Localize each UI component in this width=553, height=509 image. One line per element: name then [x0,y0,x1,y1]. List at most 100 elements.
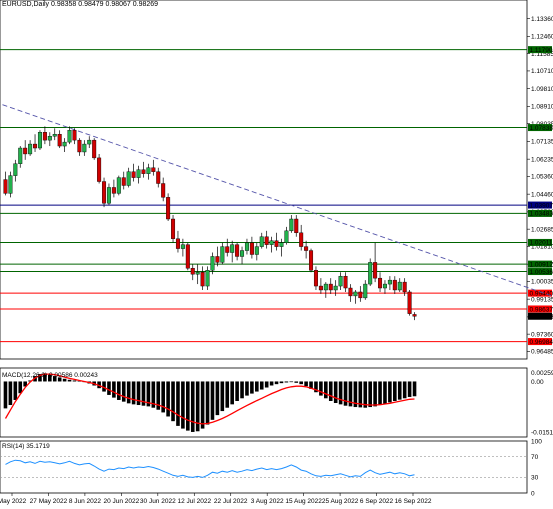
time-tick-label: 6 Sep 2022 [360,498,394,505]
candle-body [359,292,363,298]
candle-body [132,172,136,178]
candle-body [23,148,27,154]
candle-body [137,170,141,178]
macd-histogram-bar [334,381,338,403]
macd-histogram-bar [73,380,77,381]
level-price-label: 1.11790 [530,47,553,54]
price-tick-label: 1.10710 [531,68,553,75]
rsi-line [6,460,415,477]
level-price-label: 0.99440 [530,290,553,297]
macd-histogram-bar [191,381,195,431]
macd-histogram-bar [294,381,298,382]
macd-tick-label: -0.015144 [531,430,553,437]
price-tick-label: 1.12460 [531,34,553,41]
macd-histogram-bar [324,381,328,398]
level-price-label: 1.07838 [530,125,553,132]
symbol-header: EURUSD,Daily 0.98358 0.98479 0.98067 0.9… [2,1,158,8]
rsi-tick-label: 0 [531,490,535,497]
candle-body [43,132,47,140]
time-tick-label: 20 Jun 2022 [103,498,139,505]
candle-body [38,132,42,148]
time-tick-label: 27 May 2022 [30,498,68,505]
macd-histogram-bar [398,381,402,399]
macd-histogram-bar [14,381,18,400]
macd-histogram-bar [265,381,269,387]
price-tick-label: 1.04460 [531,191,553,198]
macd-histogram-bar [171,381,175,421]
candle-body [53,134,57,136]
candle-body [334,286,338,290]
level-price-label: 0.96984 [530,339,553,346]
candle-body [78,140,82,152]
macd-histogram-bar [181,381,185,428]
macd-histogram-bar [221,381,225,411]
price-tick-label: 1.13360 [531,16,553,23]
time-tick-label: 22 Jul 2022 [214,498,248,505]
candle-body [304,247,308,251]
candle-body [18,148,22,164]
rsi-tick-label: 70 [531,454,539,461]
candle-body [329,284,333,290]
candle-body [161,184,165,198]
candle-body [73,130,77,140]
candle-body [378,278,382,288]
candle-body [92,140,96,158]
candle-body [349,288,353,296]
candle-body [156,172,160,184]
macd-histogram-bar [403,381,407,398]
macd-histogram-bar [4,381,8,408]
candle-body [314,270,318,286]
candle-body [83,144,87,152]
trendline [2,105,553,298]
candle-body [201,272,205,286]
macd-histogram-bar [275,381,279,384]
price-tick-label: 1.08910 [531,104,553,111]
candle-body [344,276,348,288]
macd-histogram-bar [235,381,239,401]
candle-body [186,245,190,269]
macd-histogram-bar [245,381,249,395]
candle-body [171,219,175,239]
candle-body [63,142,67,146]
macd-histogram-bar [260,381,264,389]
macd-histogram-bar [280,381,284,383]
macd-histogram-bar [132,381,136,404]
macd-histogram-bar [176,381,180,425]
macd-histogram-bar [344,381,348,405]
candle-body [9,176,13,194]
macd-histogram-bar [186,381,190,430]
candle-body [398,282,402,290]
macd-histogram-bar [63,379,67,382]
candle-body [265,237,269,245]
candle-body [294,219,298,233]
candle-body [147,168,151,174]
macd-histogram-bar [319,381,323,395]
candle-body [260,237,264,247]
candle-body [368,262,372,284]
candle-body [339,276,343,286]
candle-body [280,243,284,247]
rsi-label: RSI(14) 35.1719 [2,443,50,450]
candle-body [388,280,392,284]
macd-tick-label: 0.002598 [531,370,553,377]
rsi-tick-label: 30 [531,475,539,482]
candle-body [309,251,313,271]
macd-histogram-bar [413,381,417,396]
candle-body [221,247,225,263]
price-tick-label: 0.99135 [531,296,553,303]
macd-histogram-bar [68,380,72,382]
macd-histogram-bar [393,381,397,401]
price-tick-label: 0.97360 [531,331,553,338]
macd-histogram-bar [18,381,22,393]
macd-histogram-bar [216,381,220,415]
level-price-label: 1.03907 [530,202,553,209]
macd-histogram-bar [290,381,294,382]
level-price-label: 1.03483 [530,211,553,218]
candle-body [68,130,72,142]
price-tick-label: 1.06235 [531,156,553,163]
candle-body [87,140,91,144]
macd-histogram-bar [285,381,289,382]
macd-histogram-bar [240,381,244,398]
